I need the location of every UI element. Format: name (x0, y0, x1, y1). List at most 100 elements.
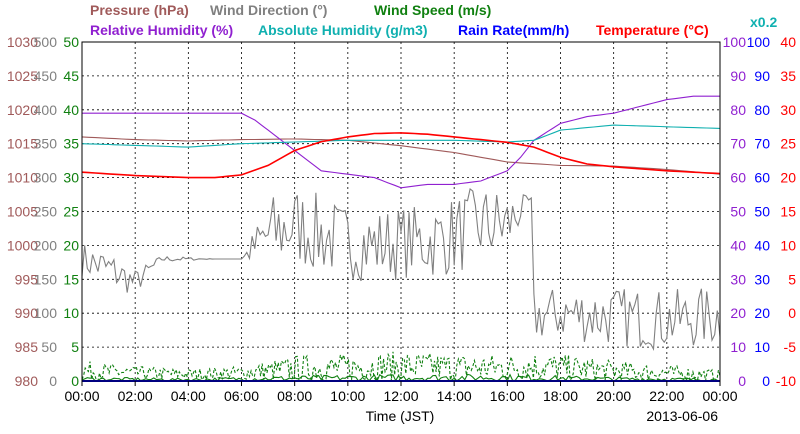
x-axis: 00:00 02:00 04:00 06:00 08:00 10:00 12:00 14:00… (64, 381, 738, 404)
y-tick-relative-humidity: 90 (730, 68, 746, 84)
y-tick-wind-direction: 350 (34, 136, 58, 152)
y-tick-pressure: 995 (15, 271, 39, 287)
y-tick-rain-rate: 10 (754, 339, 770, 355)
y-tick-temperature: -10 (776, 373, 796, 389)
series-wind-speed-m-s-2 (81, 351, 721, 383)
y-tick-relative-humidity: 70 (730, 136, 746, 152)
x-tick-label: 06:00 (224, 388, 259, 404)
y-tick-pressure: 1020 (7, 102, 38, 118)
y-tick-rain-rate: 20 (754, 305, 770, 321)
y-tick-wind-speed: 50 (63, 34, 79, 50)
x-axis-label: Time (JST) (366, 408, 435, 424)
y-tick-relative-humidity: 80 (730, 102, 746, 118)
y-tick-wind-speed: 20 (63, 237, 79, 253)
legend-relative-humidity: Relative Humidity (%) (90, 22, 233, 38)
y-tick-wind-direction: 250 (34, 204, 58, 220)
y-tick-relative-humidity: 10 (730, 339, 746, 355)
y-tick-relative-humidity: 20 (730, 305, 746, 321)
y-tick-wind-direction: 0 (49, 373, 57, 389)
series-wind-direction-1 (81, 188, 721, 352)
y-tick-wind-direction: 200 (34, 237, 58, 253)
y-tick-pressure: 1030 (7, 34, 38, 50)
y-tick-rain-rate: 40 (754, 237, 770, 253)
x-tick-label: 22:00 (649, 388, 684, 404)
y-tick-wind-direction: 450 (34, 68, 58, 84)
legend-wind-direction: Wind Direction (°) (210, 2, 327, 18)
y-tick-wind-speed: 15 (63, 271, 79, 287)
y-axes: 1030102510201015101010051000995990985980… (7, 34, 796, 389)
x-tick-label: 10:00 (330, 388, 365, 404)
y-tick-rain-rate: 50 (754, 204, 770, 220)
y-tick-temperature: 40 (780, 34, 796, 50)
y-tick-pressure: 1025 (7, 68, 38, 84)
series-relative-humidity-4 (82, 95, 720, 189)
series-absolute-humidity-g-m3-5 (81, 124, 721, 148)
y-tick-pressure: 1000 (7, 237, 38, 253)
y-tick-relative-humidity: 30 (730, 271, 746, 287)
grid (82, 42, 720, 381)
legend: Pressure (hPa) Wind Direction (°) Wind S… (90, 2, 777, 38)
y-tick-temperature: 30 (780, 102, 796, 118)
y-tick-relative-humidity: 100 (723, 34, 747, 50)
y-tick-relative-humidity: 50 (730, 204, 746, 220)
y-tick-temperature: 5 (788, 271, 796, 287)
x-tick-label: 00:00 (64, 388, 99, 404)
y-tick-wind-speed: 35 (63, 136, 79, 152)
y-tick-temperature: 20 (780, 170, 796, 186)
y-tick-wind-speed: 10 (63, 305, 79, 321)
y-tick-rain-rate: 80 (754, 102, 770, 118)
x-tick-label: 20:00 (596, 388, 631, 404)
legend-rain-rate: Rain Rate(mm/h) (458, 22, 569, 38)
y-tick-pressure: 990 (15, 305, 39, 321)
y-tick-relative-humidity: 0 (738, 373, 746, 389)
y-tick-pressure: 1005 (7, 204, 38, 220)
x-tick-label: 14:00 (437, 388, 472, 404)
x-tick-label: 04:00 (171, 388, 206, 404)
legend-wind-speed: Wind Speed (m/s) (374, 2, 491, 18)
legend-temperature: Temperature (°C) (596, 22, 709, 38)
legend-pressure: Pressure (hPa) (90, 2, 189, 18)
y-tick-wind-direction: 500 (34, 34, 58, 50)
y-tick-temperature: 0 (788, 305, 796, 321)
y-tick-temperature: 35 (780, 68, 796, 84)
y-tick-temperature: -5 (784, 339, 797, 355)
y-tick-wind-direction: 400 (34, 102, 58, 118)
y-tick-rain-rate: 30 (754, 271, 770, 287)
y-tick-temperature: 25 (780, 136, 796, 152)
y-tick-wind-direction: 150 (34, 271, 58, 287)
y-tick-wind-speed: 40 (63, 102, 79, 118)
y-tick-pressure: 1015 (7, 136, 38, 152)
legend-scale-note: x0.2 (750, 14, 777, 30)
y-tick-relative-humidity: 60 (730, 170, 746, 186)
y-tick-rain-rate: 100 (747, 34, 771, 50)
y-tick-wind-direction: 300 (34, 170, 58, 186)
y-tick-relative-humidity: 40 (730, 237, 746, 253)
series-temperature-c-6 (81, 132, 721, 179)
y-tick-rain-rate: 90 (754, 68, 770, 84)
y-tick-rain-rate: 0 (762, 373, 770, 389)
y-tick-wind-speed: 0 (71, 373, 79, 389)
y-tick-wind-direction: 100 (34, 305, 58, 321)
y-tick-temperature: 15 (780, 204, 796, 220)
y-tick-pressure: 980 (15, 373, 39, 389)
y-tick-wind-speed: 30 (63, 170, 79, 186)
legend-absolute-humidity: Absolute Humidity (g/m3) (258, 22, 428, 38)
x-tick-label: 08:00 (277, 388, 312, 404)
y-tick-wind-direction: 50 (41, 339, 57, 355)
chart-date: 2013-06-06 (646, 408, 718, 424)
y-tick-pressure: 985 (15, 339, 39, 355)
x-tick-label: 18:00 (543, 388, 578, 404)
x-tick-label: 12:00 (383, 388, 418, 404)
y-tick-pressure: 1010 (7, 170, 38, 186)
y-tick-rain-rate: 60 (754, 170, 770, 186)
x-tick-label: 00:00 (702, 388, 737, 404)
x-tick-label: 16:00 (490, 388, 525, 404)
y-tick-rain-rate: 70 (754, 136, 770, 152)
y-tick-temperature: 10 (780, 237, 796, 253)
y-tick-wind-speed: 45 (63, 68, 79, 84)
x-tick-label: 02:00 (118, 388, 153, 404)
y-tick-wind-speed: 5 (71, 339, 79, 355)
y-tick-wind-speed: 25 (63, 204, 79, 220)
